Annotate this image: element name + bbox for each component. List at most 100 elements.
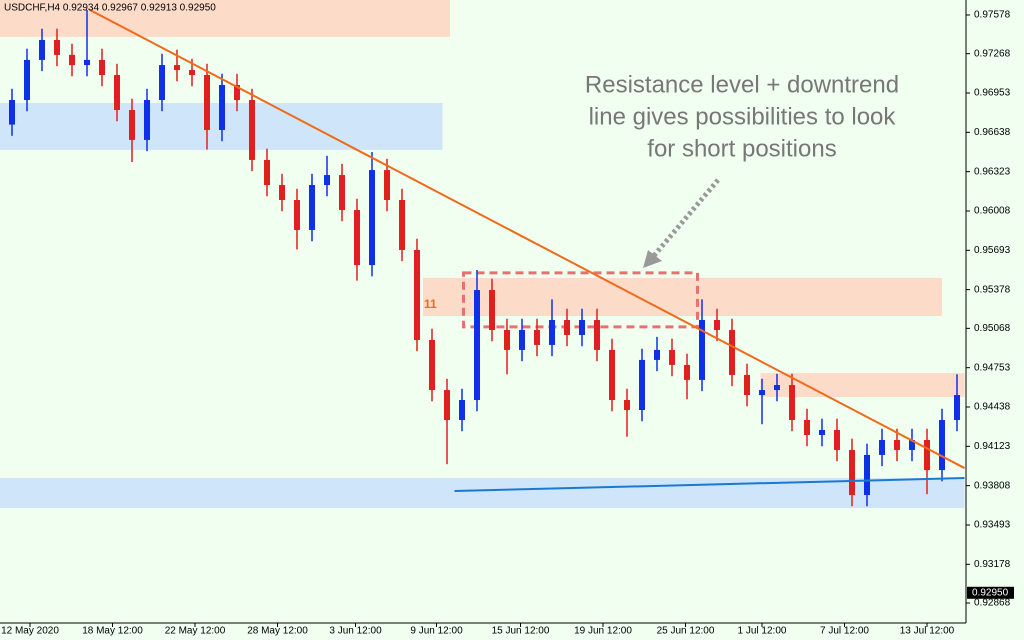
candle-body [69,54,75,66]
candle-body [444,390,450,420]
plot [0,0,965,509]
candle-body [9,100,15,125]
candle-body [234,85,240,101]
y-tick-label: 0.94438 [974,402,1011,413]
y-tick-label: 0.93493 [974,520,1011,531]
current-price-label: 0.92950 [972,587,1009,598]
arrow [650,178,720,260]
candle-body [894,439,900,450]
current-price-box [967,586,1014,599]
candle-body [519,329,525,350]
candle-body [819,429,825,435]
candle-body [684,364,690,380]
candle-body [879,439,885,455]
candle-body [84,59,90,66]
y-tick-label: 0.92868 [974,598,1011,609]
y-tick-label: 0.95693 [974,245,1011,256]
candle-body [834,429,840,450]
y-tick-label: 0.96323 [974,166,1011,177]
candle-body [564,319,570,335]
candle-body [159,65,165,101]
candle-body [774,385,780,391]
candle-body [429,339,435,391]
x-tick-label: 9 Jun 12:00 [410,626,463,637]
x-tick-label: 3 Jun 12:00 [329,626,382,637]
x-tick-label: 28 May 12:00 [247,626,308,637]
x-tick-label: 22 May 12:00 [165,626,226,637]
candle-body [324,175,330,186]
x-tick-label: 18 May 12:00 [82,626,143,637]
candle-body [279,185,285,201]
candle-body [579,319,585,335]
candle-body [714,319,720,330]
candle-body [354,209,360,266]
candle-body [654,349,660,360]
candle-body [789,385,795,420]
y-tick-label: 0.93178 [974,559,1011,570]
y-tick-label: 0.97268 [974,48,1011,59]
candle-body [459,400,465,420]
candle-body [534,329,540,345]
annotation: line gives possibilities to look [589,103,897,130]
annotation: Resistance level + downtrend [585,71,899,98]
zone [760,373,965,398]
y-tick-label: 0.93808 [974,480,1011,491]
candle-body [189,70,195,76]
candle-body [219,85,225,130]
candle-body [744,374,750,396]
candle-body [549,319,555,345]
candle-body [489,290,495,330]
candle-body [39,39,45,60]
zone [0,0,450,37]
candle-body [804,419,810,435]
y-tick-label: 0.96638 [974,127,1011,138]
x-tick-label: 25 Jun 12:00 [657,626,715,637]
candle-body [504,329,510,350]
candle-body [369,170,375,266]
candle-body [609,349,615,401]
x-tick-label: 1 Jul 12:00 [738,626,787,637]
candle-body [474,290,480,401]
candle-body [339,175,345,210]
candle-body [54,39,60,55]
x-tick-label: 19 Jun 12:00 [574,626,632,637]
candle-body [129,109,135,140]
candle-body [114,75,120,110]
candle-body [399,200,405,250]
trend-line [454,477,965,493]
candle-body [849,449,855,496]
candle-body [954,395,960,420]
candle-body [249,100,255,160]
y-tick-label: 0.94123 [974,441,1011,452]
symbol-header: USDCHF,H4 0.92934 0.92967 0.92913 0.9295… [4,3,216,14]
y-tick-label: 0.97578 [974,10,1011,21]
candle-body [174,65,180,71]
candle-body [594,319,600,350]
x-tick-label: 12 May 2020 [1,626,59,637]
x-tick-label: 7 Jul 12:00 [820,626,869,637]
y-tick-label: 0.96008 [974,206,1011,217]
candle-body [729,329,735,375]
candle-body [414,249,420,340]
candle-body [909,439,915,450]
candle-body [309,185,315,230]
candle-body [864,454,870,496]
y-tick-label: 0.96953 [974,88,1011,99]
y-tick-label: 0.94753 [974,362,1011,373]
candle-body [144,100,150,140]
candle-body [924,439,930,471]
candle-body [384,170,390,201]
y-tick-label: 0.95378 [974,284,1011,295]
zone-label: 11 [424,297,437,311]
candle-body [699,319,705,380]
annotation: for short positions [647,135,836,162]
y-tick-label: 0.95068 [974,323,1011,334]
candle-body [204,75,210,130]
zone [423,277,942,316]
candle-body [264,159,270,186]
trend-line [89,9,965,469]
x-tick-label: 13 Jul 12:00 [900,626,955,637]
candle-body [759,390,765,396]
x-tick-label: 15 Jun 12:00 [492,626,550,637]
